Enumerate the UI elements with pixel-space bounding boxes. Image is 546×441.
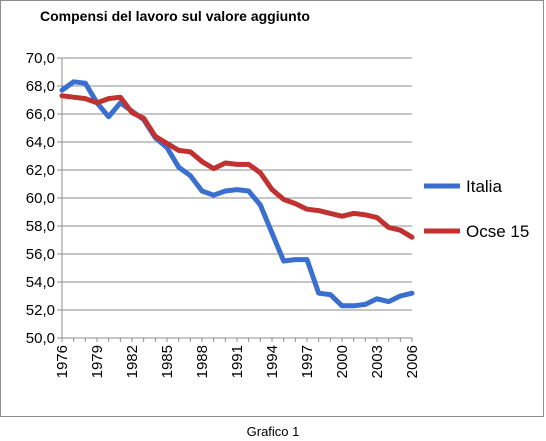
y-tick-label: 68,0	[26, 78, 55, 95]
y-axis-ticks: 50,0 52,0 54,0 56,0 58,0 60,0 62,0 64,0 66,0 68,0…	[26, 50, 62, 347]
figure-caption: Grafico 1	[246, 424, 300, 439]
x-tick-label: 1979	[89, 345, 106, 378]
x-tick-label: 1991	[229, 345, 246, 378]
chart-frame	[0, 0, 544, 417]
legend-label: Italia	[466, 177, 502, 196]
legend-label: Ocse 15	[466, 222, 529, 241]
x-tick-label: 1976	[54, 345, 71, 378]
y-tick-label: 54,0	[26, 274, 55, 291]
y-tick-label: 62,0	[26, 162, 55, 179]
x-tick-label: 1994	[264, 345, 281, 378]
x-tick-label: 1985	[159, 345, 176, 378]
y-tick-label: 64,0	[26, 134, 55, 151]
y-tick-label: 60,0	[26, 190, 55, 207]
y-tick-label: 70,0	[26, 50, 55, 67]
x-tick-label: 1988	[194, 345, 211, 378]
y-tick-label: 58,0	[26, 218, 55, 235]
x-axis-ticks: 1976 1979 1982 1985 1988 1991 1994 1997 2000 2003…	[54, 338, 421, 378]
x-tick-label: 1997	[299, 345, 316, 378]
x-tick-label: 2000	[334, 345, 351, 378]
series-line-1	[59, 79, 415, 309]
x-tick-label: 2003	[369, 345, 386, 378]
x-tick-label: 1982	[124, 345, 141, 378]
series-lines	[59, 79, 415, 309]
y-tick-label: 50,0	[26, 330, 55, 347]
y-tick-label: 56,0	[26, 246, 55, 263]
x-tick-label: 2006	[404, 345, 421, 378]
chart-title: Compensi del lavoro sul valore aggiunto	[40, 8, 310, 24]
y-tick-label: 52,0	[26, 302, 55, 319]
gridlines	[61, 57, 412, 339]
legend: Italia Ocse 15	[424, 177, 529, 241]
series-line-2	[59, 93, 415, 240]
y-tick-label: 66,0	[26, 106, 55, 123]
